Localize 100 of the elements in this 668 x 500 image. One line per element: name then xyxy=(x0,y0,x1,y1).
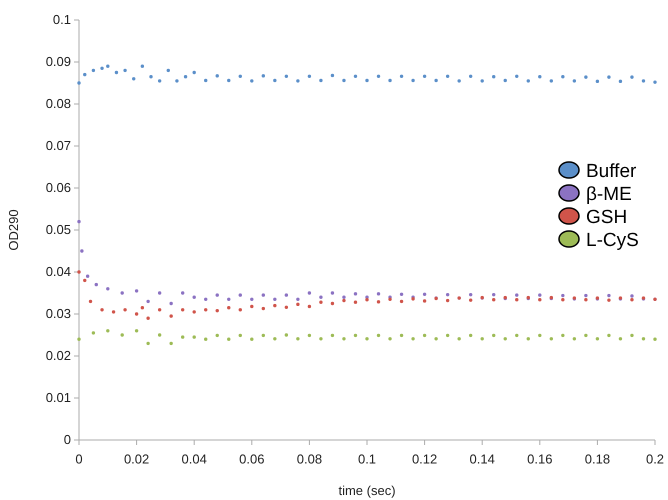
point xyxy=(550,79,554,83)
point xyxy=(192,335,196,339)
point xyxy=(284,74,288,78)
point xyxy=(342,78,346,82)
point xyxy=(354,334,358,338)
point xyxy=(250,304,254,308)
point xyxy=(94,282,98,286)
point xyxy=(238,334,242,338)
point xyxy=(106,64,110,68)
point xyxy=(100,66,104,70)
point xyxy=(515,74,518,78)
point xyxy=(175,79,179,83)
point xyxy=(83,278,86,282)
point xyxy=(204,308,208,312)
point xyxy=(92,68,96,72)
point xyxy=(515,334,518,338)
y-tick-label: 0.06 xyxy=(46,180,71,196)
point xyxy=(100,308,104,312)
point xyxy=(538,298,542,302)
y-tick-label: 0.09 xyxy=(46,54,71,70)
point xyxy=(92,331,96,335)
point xyxy=(422,299,426,303)
point xyxy=(365,337,369,340)
point xyxy=(123,308,127,312)
point xyxy=(342,296,346,299)
point xyxy=(572,79,576,83)
point xyxy=(250,338,254,341)
point xyxy=(169,302,173,306)
point xyxy=(550,337,554,340)
point xyxy=(538,334,542,338)
point xyxy=(77,338,81,341)
point xyxy=(120,333,124,337)
point xyxy=(561,294,565,298)
point xyxy=(446,292,450,296)
point xyxy=(204,298,208,301)
point xyxy=(106,329,110,332)
x-tick-label: 0.06 xyxy=(239,452,264,467)
point xyxy=(653,338,657,341)
x-tick-label: 0.14 xyxy=(470,452,495,467)
point xyxy=(227,298,230,301)
y-tick-label: 0 xyxy=(64,432,71,448)
x-tick-label: 0.2 xyxy=(646,452,664,467)
point xyxy=(192,310,196,314)
point xyxy=(250,298,254,301)
point xyxy=(184,75,188,78)
x-tick-label: 0.12 xyxy=(412,452,438,467)
point xyxy=(457,337,461,340)
point xyxy=(388,78,392,82)
point xyxy=(400,334,404,338)
point xyxy=(584,75,588,79)
x-tick-label: 0.1 xyxy=(358,452,376,467)
point xyxy=(422,334,426,338)
point xyxy=(204,338,208,341)
point xyxy=(538,293,542,297)
point xyxy=(630,294,634,298)
y-tick-label: 0.07 xyxy=(46,138,71,154)
point xyxy=(400,74,404,78)
point xyxy=(180,291,184,295)
point xyxy=(422,292,426,296)
point xyxy=(388,337,392,340)
y-tick-label: 0.08 xyxy=(46,96,71,112)
point xyxy=(140,306,144,310)
point xyxy=(216,293,219,297)
point xyxy=(607,298,611,302)
point xyxy=(273,304,277,308)
point xyxy=(446,74,450,78)
point xyxy=(216,308,219,312)
point xyxy=(262,74,266,78)
point xyxy=(112,310,116,314)
point xyxy=(83,72,86,76)
point xyxy=(146,342,150,346)
x-tick-label: 0.04 xyxy=(182,452,207,467)
point xyxy=(273,337,277,340)
point xyxy=(400,292,404,296)
point xyxy=(468,334,472,338)
point xyxy=(446,334,450,338)
point xyxy=(86,274,90,278)
point xyxy=(134,289,138,293)
point xyxy=(158,79,162,83)
point xyxy=(492,298,496,302)
point xyxy=(158,291,162,295)
point xyxy=(114,70,118,74)
point xyxy=(515,293,518,297)
point xyxy=(411,78,415,82)
y-axis-title: OD290 xyxy=(6,209,21,251)
point xyxy=(158,308,162,312)
y-tick-label: 0.1 xyxy=(52,12,71,28)
point xyxy=(123,68,127,72)
x-tick-label: 0.08 xyxy=(296,452,322,467)
point xyxy=(584,298,588,302)
point xyxy=(204,78,208,82)
point xyxy=(480,79,484,83)
x-tick-label: 0.16 xyxy=(527,452,552,467)
point xyxy=(180,308,184,312)
point xyxy=(354,292,358,296)
legend-label: GSH xyxy=(586,207,628,228)
point xyxy=(319,78,323,82)
point xyxy=(365,78,369,82)
point xyxy=(446,298,450,302)
point xyxy=(342,337,346,340)
